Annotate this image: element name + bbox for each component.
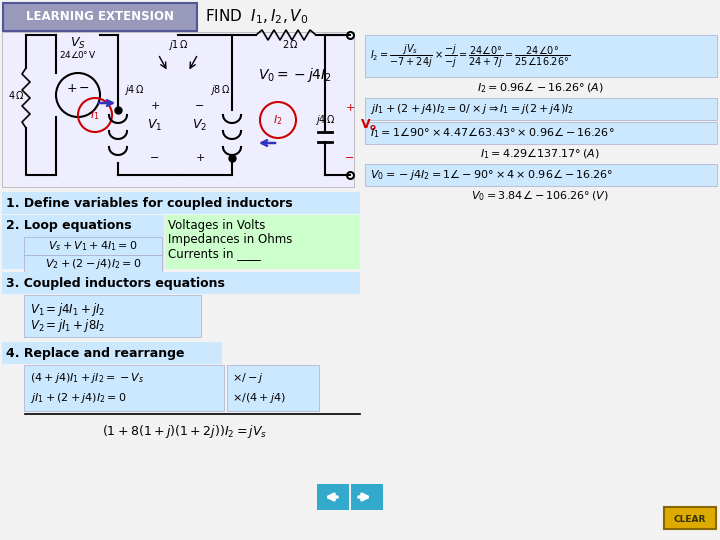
Text: $jI_1 + (2 + j4)I_2 = 0/\times j \Rightarrow I_1 = j(2 + j4)I_2$: $jI_1 + (2 + j4)I_2 = 0/\times j \Righta…: [370, 102, 574, 116]
FancyBboxPatch shape: [2, 215, 164, 269]
FancyBboxPatch shape: [365, 164, 717, 186]
Text: Currents in ____: Currents in ____: [168, 247, 261, 260]
FancyBboxPatch shape: [2, 342, 222, 364]
Text: −: −: [78, 82, 89, 94]
FancyBboxPatch shape: [2, 32, 354, 187]
Text: $j1\,\Omega$: $j1\,\Omega$: [168, 38, 188, 52]
Text: $V_0 = -j4I_2 = 1\angle -90° \times 4 \times 0.96\angle -16.26°$: $V_0 = -j4I_2 = 1\angle -90° \times 4 \t…: [370, 167, 613, 183]
Text: $I_1 = 1\angle 90° \times 4.47\angle 63.43° \times 0.96\angle -16.26°$: $I_1 = 1\angle 90° \times 4.47\angle 63.…: [370, 126, 615, 140]
Text: $j8\,\Omega$: $j8\,\Omega$: [210, 83, 230, 97]
Text: +: +: [150, 101, 160, 111]
FancyBboxPatch shape: [365, 122, 717, 144]
FancyBboxPatch shape: [24, 295, 201, 337]
FancyBboxPatch shape: [227, 365, 319, 411]
FancyBboxPatch shape: [365, 98, 717, 120]
Text: $V_0 = -j4I_2$: $V_0 = -j4I_2$: [258, 66, 332, 84]
Text: 1. Define variables for coupled inductors: 1. Define variables for coupled inductor…: [6, 197, 292, 210]
Text: $\mathit{V}_1$: $\mathit{V}_1$: [148, 117, 163, 132]
Text: +: +: [195, 153, 204, 163]
Text: $\mathit{I}_1$: $\mathit{I}_1$: [90, 108, 100, 122]
Text: $V_2 = jI_1 + j8I_2$: $V_2 = jI_1 + j8I_2$: [30, 318, 105, 334]
Text: FIND  $\mathit{I}_1, \mathit{I}_2, \mathit{V}_0$: FIND $\mathit{I}_1, \mathit{I}_2, \mathi…: [205, 8, 309, 26]
Text: $\times/(4+j4)$: $\times/(4+j4)$: [232, 391, 286, 405]
Text: $\mathbf{V_o}$: $\mathbf{V_o}$: [360, 117, 377, 132]
Text: $V_1 = j4I_1 + jI_2$: $V_1 = j4I_1 + jI_2$: [30, 300, 105, 318]
Text: Voltages in Volts: Voltages in Volts: [168, 219, 266, 233]
Text: $V_s + V_1 + 4I_1 = 0$: $V_s + V_1 + 4I_1 = 0$: [48, 239, 138, 253]
FancyBboxPatch shape: [317, 484, 349, 510]
Text: +: +: [346, 103, 355, 113]
Text: $(4 + j4)I_1 + jI_2 = -V_s$: $(4 + j4)I_1 + jI_2 = -V_s$: [30, 371, 144, 385]
FancyBboxPatch shape: [24, 365, 224, 411]
Text: $\mathit{V}_2$: $\mathit{V}_2$: [192, 117, 207, 132]
FancyBboxPatch shape: [24, 237, 162, 255]
FancyBboxPatch shape: [24, 255, 162, 273]
Text: −: −: [346, 153, 355, 163]
Text: $I_1 = 4.29\angle 137.17°\,(A)$: $I_1 = 4.29\angle 137.17°\,(A)$: [480, 147, 600, 161]
Text: $\mathit{I}_2$: $\mathit{I}_2$: [274, 113, 283, 127]
Text: $4\,\Omega$: $4\,\Omega$: [8, 89, 24, 101]
Text: $I_2 = 0.96\angle -16.26°\,(A)$: $I_2 = 0.96\angle -16.26°\,(A)$: [477, 80, 603, 95]
FancyBboxPatch shape: [664, 507, 716, 529]
Text: LEARNING EXTENSION: LEARNING EXTENSION: [26, 10, 174, 24]
Text: $jI_1 + (2 + j4)I_2 = 0$: $jI_1 + (2 + j4)I_2 = 0$: [30, 391, 127, 405]
Text: $2\,\Omega$: $2\,\Omega$: [282, 38, 298, 50]
FancyBboxPatch shape: [165, 215, 360, 269]
Text: $V_0 = 3.84\angle -106.26°\,(V)$: $V_0 = 3.84\angle -106.26°\,(V)$: [471, 188, 609, 203]
FancyBboxPatch shape: [3, 3, 197, 31]
Text: $\times/-j$: $\times/-j$: [232, 371, 264, 385]
Text: −: −: [195, 101, 204, 111]
Text: $V_2 + (2 - j4)I_2 = 0$: $V_2 + (2 - j4)I_2 = 0$: [45, 257, 141, 271]
Text: +: +: [67, 82, 77, 94]
Text: 2. Loop equations: 2. Loop equations: [6, 219, 132, 232]
Text: 3. Coupled inductors equations: 3. Coupled inductors equations: [6, 276, 225, 289]
Text: $(1 + 8(1+j)(1+2j))I_2 = jV_s$: $(1 + 8(1+j)(1+2j))I_2 = jV_s$: [102, 423, 268, 441]
Text: $\mathit{V_S}$: $\mathit{V_S}$: [70, 36, 86, 51]
FancyBboxPatch shape: [351, 484, 383, 510]
FancyBboxPatch shape: [365, 35, 717, 77]
Text: −: −: [150, 153, 160, 163]
Text: $I_2 = \dfrac{jV_s}{-7+24j} \times \dfrac{-j}{-j} = \dfrac{24\angle 0°}{24+7j} =: $I_2 = \dfrac{jV_s}{-7+24j} \times \dfra…: [370, 43, 570, 70]
Text: $24\angle\!0°\,\mathrm{V}$: $24\angle\!0°\,\mathrm{V}$: [59, 49, 97, 59]
Text: 4. Replace and rearrange: 4. Replace and rearrange: [6, 347, 184, 360]
Text: $j4\,\Omega$: $j4\,\Omega$: [315, 113, 336, 127]
FancyBboxPatch shape: [2, 272, 360, 294]
FancyBboxPatch shape: [2, 192, 360, 214]
Text: CLEAR: CLEAR: [674, 515, 706, 523]
Text: $j4\,\Omega$: $j4\,\Omega$: [124, 83, 144, 97]
Text: Impedances in Ohms: Impedances in Ohms: [168, 233, 292, 246]
